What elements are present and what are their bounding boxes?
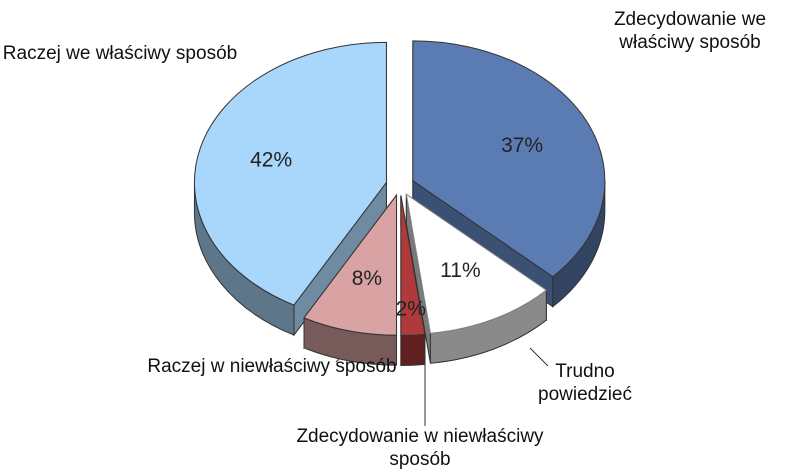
labels: 37% 11% 2% 8% 42% bbox=[250, 134, 543, 321]
slice-side bbox=[400, 333, 426, 366]
category-label: Zdecydowanie we właściwy sposób bbox=[613, 9, 767, 53]
category-label: Trudno powiedzieć bbox=[538, 361, 632, 405]
value-label: 2% bbox=[396, 298, 426, 321]
slice bbox=[400, 195, 426, 336]
tops bbox=[193, 40, 606, 336]
slice bbox=[405, 193, 548, 334]
value-label: 8% bbox=[352, 267, 382, 290]
category-label: Raczej w niewłaściwy sposób bbox=[147, 356, 397, 377]
leader-line bbox=[529, 347, 549, 367]
value-label: 11% bbox=[440, 259, 480, 282]
value-label: 37% bbox=[501, 134, 543, 157]
slice bbox=[303, 193, 398, 336]
category-label: Raczej we właściwy sposób bbox=[2, 43, 238, 64]
slice bbox=[193, 41, 387, 306]
category-label: Zdecydowanie w niewłaściwy sposób bbox=[296, 426, 544, 470]
slice bbox=[412, 40, 606, 278]
value-label: 42% bbox=[250, 148, 292, 171]
